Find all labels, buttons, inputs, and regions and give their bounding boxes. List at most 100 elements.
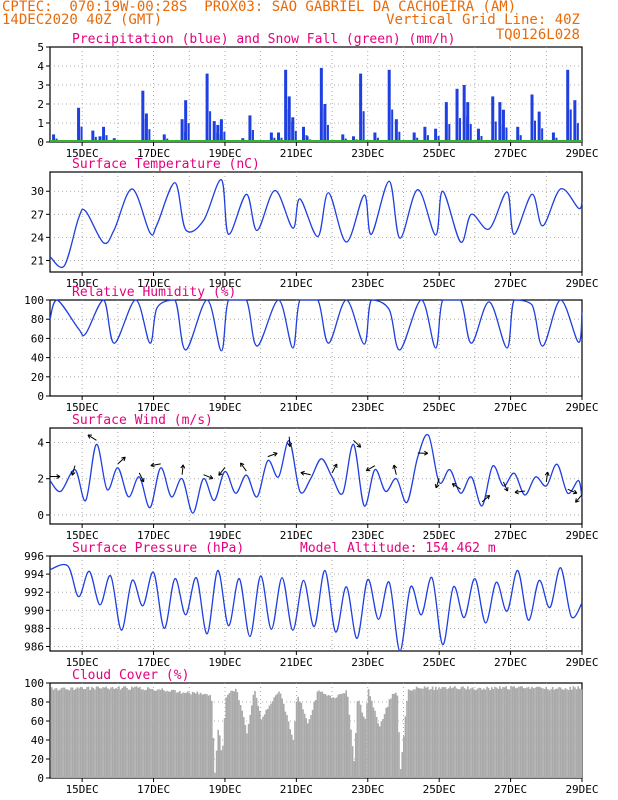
- cloud-bar: [435, 686, 437, 778]
- cloud-xtick-label: 15DEC: [66, 783, 99, 796]
- cloud-bar: [395, 692, 397, 778]
- cloud-bar: [124, 686, 127, 778]
- pressure-xtick-label: 21DEC: [280, 656, 313, 669]
- cloud-bar: [145, 689, 147, 778]
- wind-xtick-label: 27DEC: [494, 529, 527, 542]
- precip-bar: [519, 135, 522, 142]
- cloud-bar: [340, 694, 343, 778]
- cloud-xtick-label: 27DEC: [494, 783, 527, 796]
- wind-arrow: [567, 488, 578, 494]
- cloud-bar: [257, 705, 259, 778]
- cloud-bar: [374, 710, 376, 778]
- cloud-bar: [507, 689, 509, 778]
- wind-arrow-head: [150, 462, 155, 468]
- cloud-bar: [87, 686, 90, 778]
- wind-arrow-head: [300, 470, 305, 476]
- cloud-bar: [369, 696, 371, 778]
- wind-arrow: [435, 478, 440, 489]
- pressure-title: Surface Pressure (hPa): [72, 541, 244, 556]
- wind-arrow: [203, 474, 213, 479]
- cloud-bar: [83, 689, 85, 778]
- cloud-bar: [278, 691, 280, 778]
- pressure-ytick-label: 996: [24, 550, 44, 563]
- wind-arrow: [393, 464, 397, 475]
- cloud-bar: [372, 707, 375, 778]
- cloud-bar: [78, 688, 80, 778]
- cloud-bar: [334, 698, 336, 778]
- pressure-frame: [49, 555, 583, 652]
- wind-arrow-head: [485, 494, 491, 500]
- precip-bar: [148, 129, 151, 142]
- cloud-bar: [281, 698, 283, 778]
- cloud-bar: [239, 705, 242, 778]
- cloud-bar: [457, 689, 459, 778]
- cloud-bar: [163, 690, 165, 778]
- cloud-bar: [526, 687, 528, 778]
- precip-bar: [537, 111, 541, 142]
- cloud-bar: [110, 687, 112, 778]
- wind-arrow-head: [287, 442, 293, 447]
- cloud-bar: [479, 687, 482, 778]
- precip-bar: [469, 124, 472, 142]
- precip-bar: [141, 90, 145, 142]
- temp-xtick-label: 27DEC: [494, 277, 527, 290]
- cloud-title: Cloud Cover (%): [72, 668, 189, 683]
- cloud-bar: [350, 729, 352, 778]
- cloud-bar: [161, 688, 163, 778]
- cloud-bar: [75, 688, 77, 778]
- rh-ytick-label: 60: [31, 332, 44, 345]
- cloud-bar: [70, 687, 72, 778]
- cloud-bar: [438, 687, 440, 778]
- cloud-bar: [510, 686, 512, 778]
- cloud-bar: [97, 686, 99, 778]
- wind-arrow-head: [87, 434, 92, 439]
- cloud-bar: [393, 693, 395, 778]
- cloud-xtick-label: 23DEC: [351, 783, 384, 796]
- cloud-bar: [193, 692, 195, 778]
- precip-bar: [162, 134, 166, 142]
- cloud-bar: [323, 693, 325, 778]
- precip-bar: [541, 128, 544, 142]
- wind-arrow: [181, 464, 184, 475]
- cloud-bar: [566, 689, 568, 778]
- cloud-bar: [343, 693, 346, 778]
- cloud-bar: [351, 746, 354, 778]
- cloud-bar: [129, 689, 131, 778]
- cloud-bar: [414, 689, 416, 778]
- cloud-bar: [398, 732, 400, 778]
- cloud-bar: [308, 719, 311, 778]
- rh-frame: [49, 299, 583, 397]
- precip-bar: [423, 126, 427, 142]
- cloud-bar: [182, 692, 184, 778]
- cloud-bar: [55, 688, 58, 778]
- precip-bar: [501, 109, 505, 142]
- cloud-bar: [289, 729, 291, 778]
- cloud-bar: [556, 688, 559, 778]
- cloud-bar: [79, 686, 82, 778]
- precip-bar: [551, 132, 555, 142]
- cloud-bar: [471, 687, 474, 778]
- precip-bar: [323, 104, 327, 142]
- precip-bar: [466, 102, 470, 142]
- precip-bar: [362, 111, 365, 142]
- model-code: TQ0126L028: [495, 27, 580, 43]
- cloud-bar: [539, 686, 541, 778]
- wind-arrow-head: [451, 483, 457, 488]
- cloud-bar: [342, 693, 344, 778]
- cloud-xtick-label: 19DEC: [208, 783, 241, 796]
- cloud-bar: [131, 686, 133, 778]
- cloud-bar: [166, 690, 168, 778]
- precip-bar: [516, 126, 520, 142]
- wind-arrow: [353, 439, 362, 448]
- cloud-bar: [347, 696, 349, 778]
- cloud-bar: [299, 701, 301, 778]
- precip-bar: [566, 69, 570, 142]
- wind-xtick-label: 17DEC: [137, 529, 170, 542]
- precip-ytick-label: 0: [37, 136, 44, 149]
- cloud-bar: [126, 687, 128, 778]
- station-title: CPTEC: 070:19W-00:28S PROX03: SAO GABRIE…: [2, 0, 517, 15]
- precip-bar: [448, 124, 451, 142]
- cloud-bar: [569, 686, 571, 778]
- cloud-bar: [431, 686, 434, 778]
- precip-bar: [319, 67, 323, 142]
